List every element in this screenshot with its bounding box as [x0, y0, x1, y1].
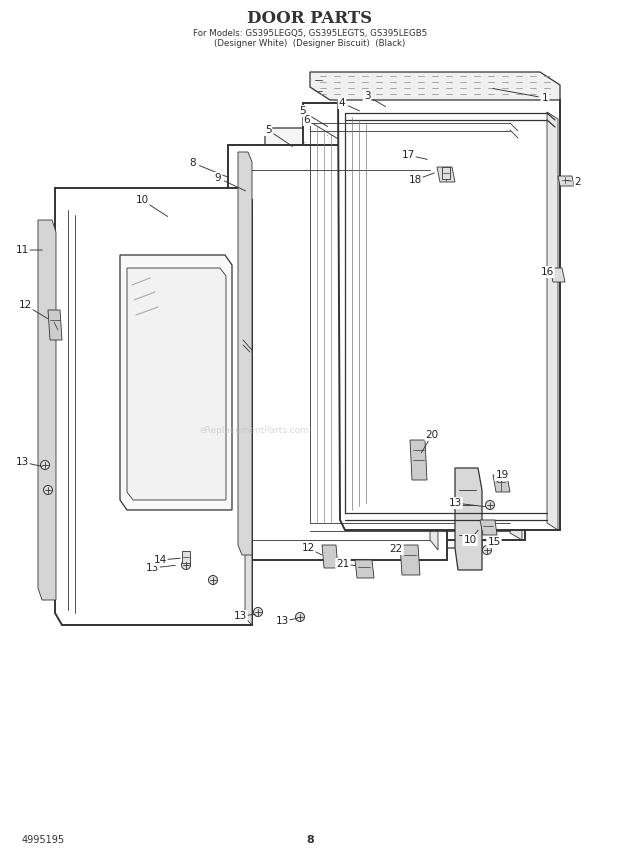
Polygon shape — [558, 176, 574, 186]
Text: 11: 11 — [16, 245, 29, 255]
Text: 5: 5 — [299, 106, 305, 116]
Polygon shape — [442, 167, 450, 179]
Text: 4: 4 — [339, 98, 345, 108]
Polygon shape — [48, 310, 62, 340]
Polygon shape — [265, 128, 482, 548]
Polygon shape — [410, 440, 427, 480]
Polygon shape — [55, 188, 252, 625]
Circle shape — [485, 501, 495, 509]
Text: 19: 19 — [495, 470, 508, 480]
Text: 8: 8 — [190, 158, 197, 168]
Text: 13: 13 — [275, 616, 289, 626]
Polygon shape — [550, 268, 565, 282]
Polygon shape — [493, 475, 510, 492]
Polygon shape — [547, 112, 558, 530]
Text: 17: 17 — [401, 150, 415, 160]
Text: 13: 13 — [233, 611, 247, 621]
Text: 1: 1 — [542, 93, 548, 103]
Text: 5: 5 — [265, 125, 272, 135]
Text: (Designer White)  (Designer Biscuit)  (Black): (Designer White) (Designer Biscuit) (Bla… — [215, 39, 405, 47]
Circle shape — [182, 561, 190, 569]
Polygon shape — [322, 545, 338, 568]
Text: 22: 22 — [389, 544, 402, 554]
Circle shape — [296, 613, 304, 621]
Text: 13: 13 — [448, 498, 462, 508]
Polygon shape — [38, 220, 56, 600]
Polygon shape — [127, 268, 226, 500]
Circle shape — [40, 461, 50, 469]
Text: 13: 13 — [16, 457, 29, 467]
Text: 2: 2 — [575, 177, 582, 187]
Text: 12: 12 — [301, 543, 314, 553]
Polygon shape — [303, 103, 525, 540]
Polygon shape — [120, 255, 232, 510]
Text: DOOR PARTS: DOOR PARTS — [247, 9, 373, 27]
Polygon shape — [338, 90, 560, 530]
Text: 18: 18 — [409, 175, 422, 185]
Text: 3: 3 — [364, 91, 370, 101]
Circle shape — [482, 545, 492, 555]
Polygon shape — [245, 199, 252, 625]
Polygon shape — [228, 145, 447, 560]
Polygon shape — [182, 551, 190, 563]
Circle shape — [208, 575, 218, 585]
Polygon shape — [400, 545, 420, 575]
Text: 10: 10 — [463, 535, 477, 545]
Polygon shape — [455, 468, 482, 570]
Text: 13: 13 — [145, 563, 159, 573]
Text: 8: 8 — [306, 835, 314, 845]
Polygon shape — [238, 152, 252, 555]
Polygon shape — [310, 72, 560, 100]
Text: 21: 21 — [337, 559, 350, 569]
Polygon shape — [430, 157, 438, 550]
Text: 12: 12 — [19, 300, 32, 310]
Polygon shape — [355, 560, 374, 578]
Text: 14: 14 — [153, 555, 167, 565]
Text: For Models: GS395LEGQ5, GS395LEGTS, GS395LEGB5: For Models: GS395LEGQ5, GS395LEGTS, GS39… — [193, 28, 427, 38]
Text: 6: 6 — [304, 115, 311, 125]
Polygon shape — [437, 167, 455, 182]
Text: 10: 10 — [135, 195, 149, 205]
Circle shape — [43, 485, 53, 495]
Polygon shape — [480, 520, 497, 535]
Text: 20: 20 — [425, 430, 438, 440]
Circle shape — [254, 608, 262, 616]
Text: 15: 15 — [487, 537, 500, 547]
Text: 4995195: 4995195 — [22, 835, 65, 845]
Text: 9: 9 — [215, 173, 221, 183]
Polygon shape — [510, 122, 522, 540]
Text: 16: 16 — [541, 267, 554, 277]
Text: eReplacementParts.com: eReplacementParts.com — [200, 425, 310, 435]
